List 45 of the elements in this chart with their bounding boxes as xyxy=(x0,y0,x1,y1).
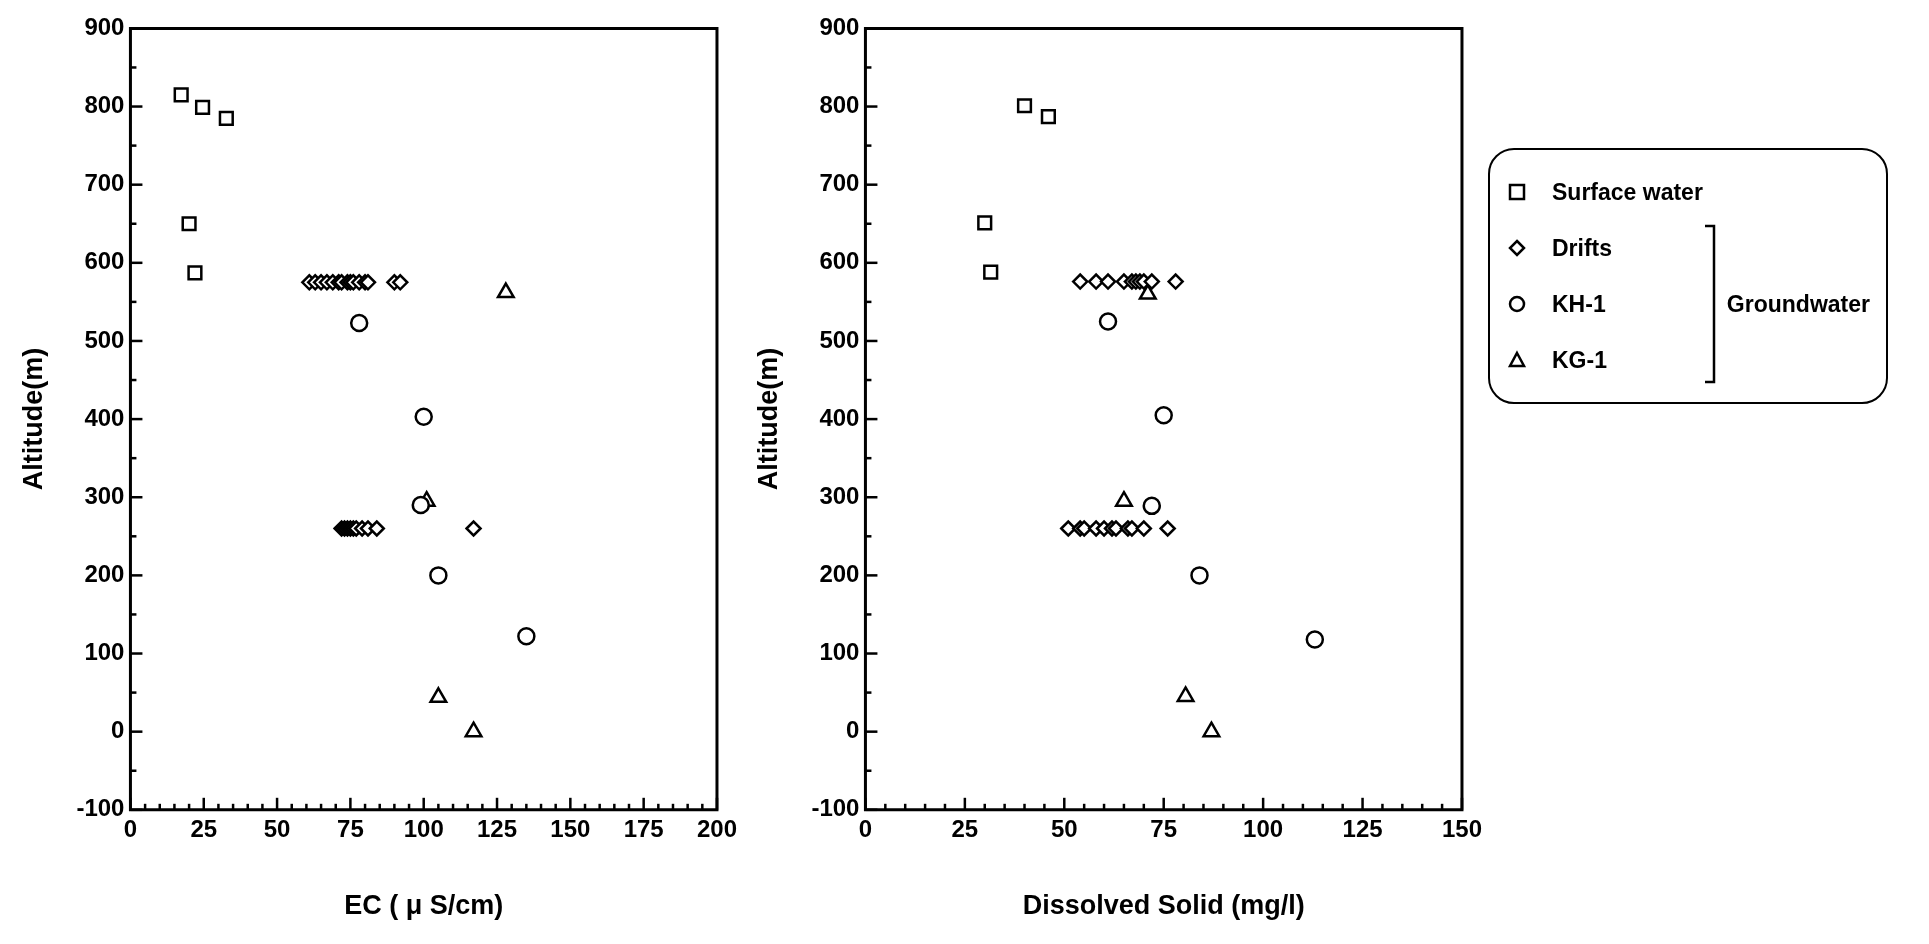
x-tick-label: 150 xyxy=(550,814,591,842)
y-tick-label: 700 xyxy=(84,169,125,197)
legend-label: KH-1 xyxy=(1552,290,1607,318)
y-tick-label: 300 xyxy=(819,481,860,509)
y-tick-label: 200 xyxy=(84,560,125,588)
x-tick-label: 50 xyxy=(263,814,291,842)
x-tick-label: 125 xyxy=(1342,814,1383,842)
x-tick-label: 100 xyxy=(1243,814,1284,842)
y-axis-title: Altitude(m) xyxy=(752,347,783,491)
y-tick-label: 100 xyxy=(84,638,125,666)
x-tick-label: 25 xyxy=(190,814,218,842)
x-tick-label: 25 xyxy=(951,814,979,842)
y-tick-label: 500 xyxy=(819,325,860,353)
x-tick-label: 200 xyxy=(696,814,737,842)
y-tick-label: 500 xyxy=(84,325,125,353)
y-tick-label: 900 xyxy=(819,13,860,41)
x-tick-label: 100 xyxy=(403,814,444,842)
x-axis-title: EC ( μ S/cm) xyxy=(344,890,504,921)
y-tick-label: -100 xyxy=(811,794,860,822)
x-axis-title: Dissolved Solid (mg/l) xyxy=(1022,890,1305,921)
y-tick-label: 0 xyxy=(846,716,860,744)
x-tick-label: 75 xyxy=(337,814,364,842)
y-tick-label: -100 xyxy=(76,794,125,822)
y-tick-label: 800 xyxy=(84,91,125,119)
y-tick-label: 900 xyxy=(84,13,125,41)
x-tick-label: 75 xyxy=(1150,814,1178,842)
y-tick-label: 0 xyxy=(111,716,125,744)
y-tick-label: 600 xyxy=(819,247,860,275)
y-tick-label: 200 xyxy=(819,560,860,588)
y-axis-title: Altitude(m) xyxy=(17,347,48,491)
legend-label: Drifts xyxy=(1552,234,1614,262)
y-tick-label: 400 xyxy=(819,403,860,431)
x-tick-label: 175 xyxy=(623,814,664,842)
x-tick-label: 50 xyxy=(1050,814,1078,842)
legend-label: Surface water xyxy=(1552,178,1703,206)
text: Groundwater xyxy=(1726,290,1870,318)
x-tick-label: 125 xyxy=(477,814,518,842)
y-tick-label: 300 xyxy=(84,481,125,509)
x-tick-label: 150 xyxy=(1441,814,1482,842)
y-tick-label: 700 xyxy=(819,169,860,197)
y-tick-label: 100 xyxy=(819,638,860,666)
legend-label: KG-1 xyxy=(1552,346,1608,374)
y-tick-label: 600 xyxy=(84,247,125,275)
y-tick-label: 800 xyxy=(819,91,860,119)
y-tick-label: 400 xyxy=(84,403,125,431)
